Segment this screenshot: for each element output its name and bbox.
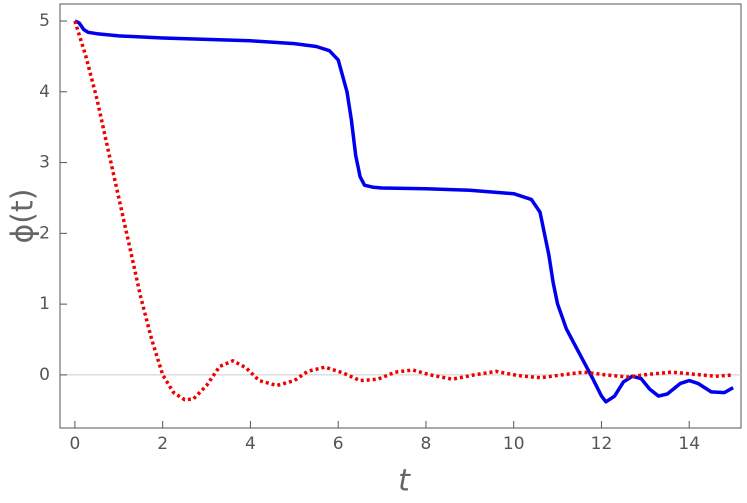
x-tick-label: 14	[678, 434, 700, 454]
y-tick-label: 3	[39, 153, 50, 173]
y-tick-label: 1	[39, 294, 50, 314]
series-line	[73, 20, 734, 402]
x-tick-label: 6	[333, 434, 344, 454]
y-tick-label: 5	[39, 11, 50, 31]
y-tick-label: 4	[39, 82, 50, 102]
x-tick-label: 10	[503, 434, 525, 454]
x-tick-label: 0	[70, 434, 81, 454]
x-tick-label: 8	[421, 434, 432, 454]
plot-frame	[59, 3, 742, 429]
series-line	[74, 19, 734, 404]
x-tick-label: 4	[245, 434, 256, 454]
y-axis-label: ϕ(t)	[6, 189, 41, 244]
y-tick-label: 0	[39, 365, 50, 385]
x-axis-label: t	[398, 464, 411, 499]
x-tick-label: 12	[591, 434, 613, 454]
x-tick-label: 2	[157, 434, 168, 454]
y-tick-label: 2	[39, 223, 50, 243]
